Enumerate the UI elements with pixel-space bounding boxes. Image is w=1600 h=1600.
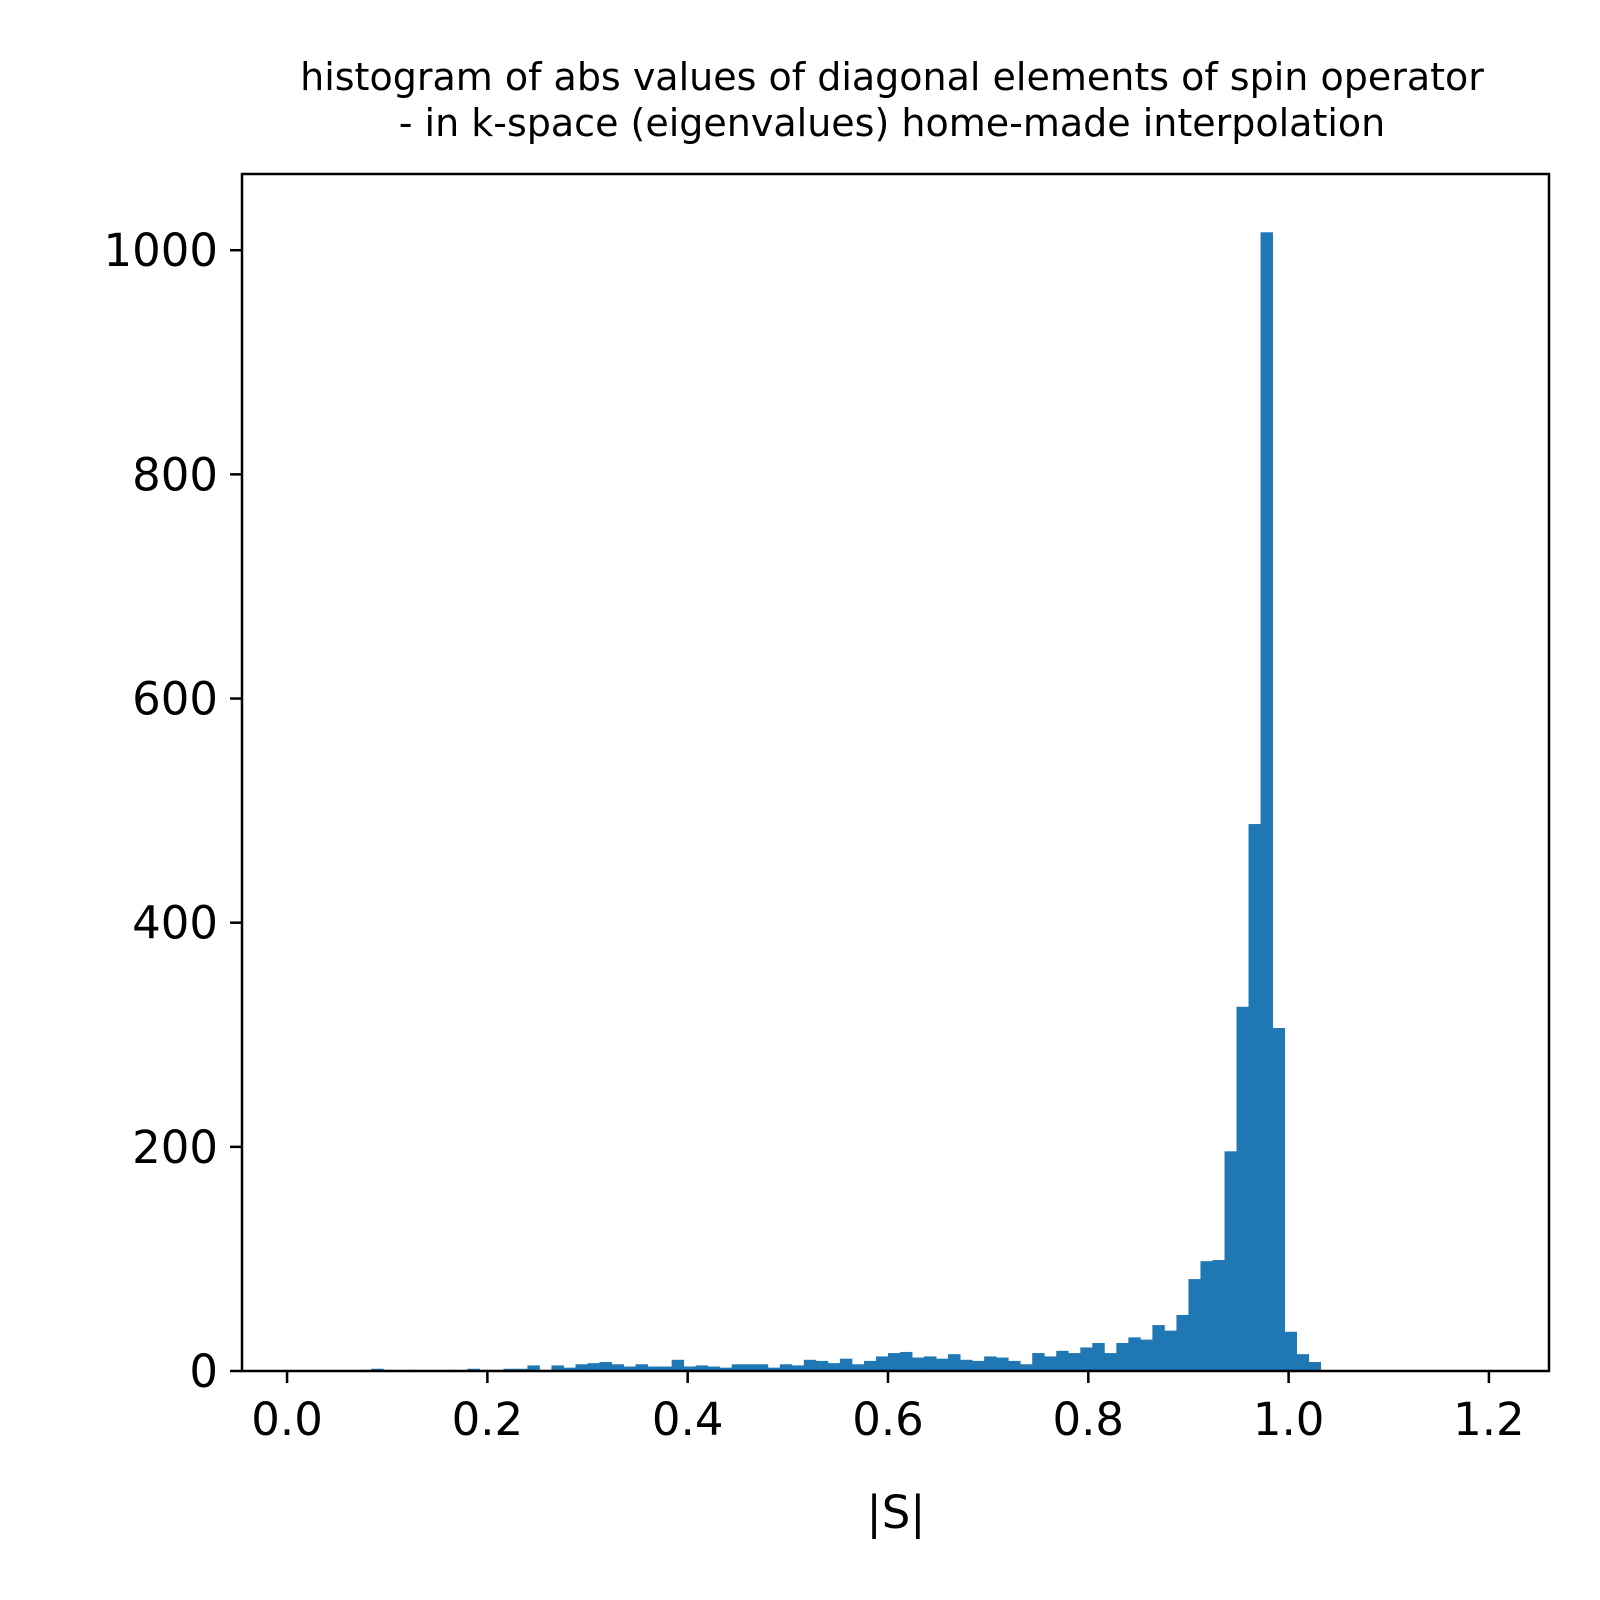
histogram-bar — [948, 1354, 961, 1371]
histogram-bar — [900, 1351, 913, 1371]
y-tick-label: 800 — [132, 448, 218, 501]
x-tick-label: 0.0 — [251, 1393, 323, 1446]
histogram-bar — [1224, 1151, 1237, 1371]
histogram-bar — [912, 1357, 925, 1371]
histogram-bar — [767, 1367, 781, 1371]
histogram-bar — [1272, 1028, 1285, 1371]
histogram-bar — [659, 1366, 673, 1371]
histogram-bar — [695, 1365, 709, 1371]
histogram-bar — [863, 1360, 877, 1371]
histogram-bar — [1260, 232, 1273, 1372]
histogram-bar — [707, 1366, 721, 1371]
histogram-bar — [1056, 1350, 1069, 1371]
histogram-bar — [671, 1359, 685, 1371]
histogram-bar — [1020, 1364, 1033, 1371]
histogram-bar — [647, 1366, 661, 1371]
x-tick-label: 0.2 — [452, 1393, 524, 1446]
histogram-bar — [1284, 1331, 1298, 1371]
histogram-bar — [779, 1364, 793, 1371]
x-tick-label: 0.4 — [652, 1393, 724, 1446]
histogram-bar — [1140, 1339, 1153, 1371]
histogram-bar — [996, 1357, 1009, 1371]
histogram-bar — [1128, 1337, 1141, 1371]
histogram-bar — [875, 1356, 889, 1371]
histogram-bar — [719, 1367, 733, 1371]
histogram-bar — [575, 1364, 588, 1371]
histogram-bar — [599, 1362, 612, 1371]
histogram-bar — [1296, 1354, 1310, 1371]
histogram-bar — [924, 1356, 937, 1371]
histogram-bar — [851, 1364, 865, 1371]
histogram-bar — [1164, 1330, 1177, 1371]
histogram-bar — [827, 1363, 841, 1371]
histogram-bar — [1200, 1261, 1213, 1371]
histogram-bar — [972, 1360, 985, 1371]
histogram-bar — [960, 1359, 973, 1371]
x-axis-label: |S| — [867, 1486, 926, 1539]
y-tick-label: 400 — [132, 897, 218, 950]
y-tick-label: 1000 — [103, 224, 218, 277]
x-tick-label: 1.2 — [1453, 1393, 1525, 1446]
histogram-bars — [359, 232, 1322, 1372]
histogram-bar — [1176, 1314, 1189, 1371]
histogram-bar — [1104, 1353, 1117, 1371]
histogram-bar — [1152, 1325, 1165, 1371]
histogram-bar — [1116, 1342, 1129, 1371]
x-tick-label: 0.6 — [852, 1393, 924, 1446]
histogram-bar — [1212, 1260, 1225, 1371]
histogram-bar — [587, 1363, 600, 1371]
chart-title-line-1: histogram of abs values of diagonal elem… — [300, 55, 1484, 99]
histogram-bar — [743, 1364, 757, 1371]
histogram-bar — [791, 1365, 805, 1371]
histogram-bar — [1248, 824, 1261, 1371]
histogram-bar — [1236, 1006, 1249, 1371]
x-tick-label: 0.8 — [1053, 1393, 1125, 1446]
x-axis-ticks: 0.0 0.2 0.4 0.6 0.8 1.0 1.2 — [251, 1371, 1525, 1446]
histogram-bar — [1032, 1353, 1045, 1371]
histogram-bar — [984, 1356, 997, 1371]
histogram-bar — [623, 1366, 637, 1371]
histogram-bar — [551, 1365, 564, 1371]
histogram-bar — [527, 1365, 540, 1371]
histogram-bar — [887, 1353, 901, 1371]
histogram-bar — [683, 1366, 697, 1371]
histogram-bar — [1068, 1353, 1081, 1371]
histogram-bar — [611, 1364, 624, 1371]
histogram-bar — [755, 1364, 769, 1371]
histogram-bar — [936, 1358, 949, 1371]
y-axis-ticks: 0 200 400 600 800 1000 — [103, 224, 242, 1398]
y-tick-label: 200 — [132, 1121, 218, 1174]
histogram-bar — [635, 1364, 649, 1371]
histogram-bar — [1092, 1342, 1105, 1371]
histogram-bar — [803, 1359, 817, 1371]
histogram-bar — [1044, 1356, 1057, 1371]
histogram-bar — [563, 1367, 576, 1371]
histogram-bar — [839, 1358, 853, 1371]
histogram-bar — [1008, 1360, 1021, 1371]
x-tick-label: 1.0 — [1253, 1393, 1325, 1446]
histogram-bar — [1188, 1279, 1201, 1371]
histogram-bar — [1080, 1347, 1093, 1371]
chart-title-line-2: - in k-space (eigenvalues) home-made int… — [399, 101, 1386, 145]
plot-frame — [240, 172, 1551, 1373]
histogram-bar — [731, 1364, 745, 1371]
histogram-bar — [1308, 1362, 1322, 1371]
y-tick-label: 600 — [132, 673, 218, 726]
y-tick-label: 0 — [189, 1345, 218, 1398]
histogram-bar — [815, 1360, 829, 1371]
